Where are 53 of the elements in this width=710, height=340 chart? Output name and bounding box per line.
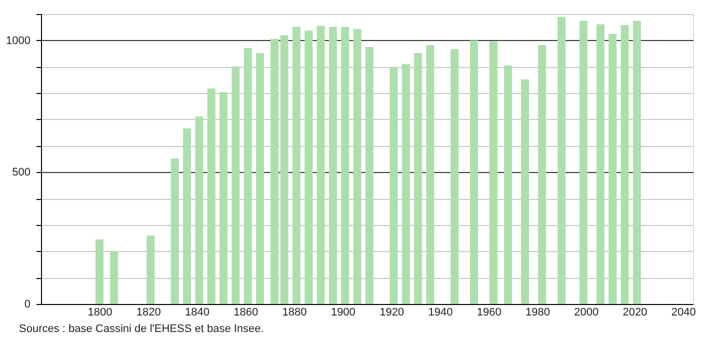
x-tick-label: 1820 (136, 306, 161, 318)
x-tick-label: 1840 (185, 306, 210, 318)
bar (521, 79, 530, 304)
bar (292, 26, 300, 304)
bar (207, 88, 216, 304)
source-note: Sources : base Cassini de l'EHESS et base Insee. (19, 323, 264, 335)
x-tick-label: 1960 (476, 306, 502, 318)
bar (96, 239, 104, 304)
bar (450, 49, 459, 304)
x-tick-label: 1880 (282, 306, 307, 318)
bar (195, 116, 204, 304)
bar (280, 35, 288, 304)
bar (146, 235, 155, 304)
bar (426, 45, 434, 304)
bar (183, 128, 192, 304)
bar (538, 45, 546, 304)
x-tick-label: 1980 (525, 306, 550, 318)
y-tick-label: 0 (24, 298, 30, 310)
bar (353, 29, 362, 304)
bar (220, 92, 228, 304)
bar (608, 34, 617, 304)
x-tick-label: 1920 (380, 306, 404, 318)
bar (558, 16, 566, 304)
bar (328, 26, 337, 304)
bar (270, 38, 279, 304)
bar (596, 24, 604, 304)
y-tick-label: 500 (12, 166, 30, 179)
bar (316, 26, 325, 304)
bar (632, 20, 641, 304)
x-tick-label: 2040 (671, 306, 696, 318)
bar (232, 66, 240, 304)
bar (170, 158, 179, 304)
x-tick-label: 1860 (234, 306, 258, 318)
bar (256, 53, 264, 304)
bar (244, 48, 252, 304)
x-tick-label: 1900 (330, 306, 356, 318)
bar (470, 40, 478, 304)
x-tick-label: 1940 (428, 306, 453, 318)
x-tick-label: 1800 (88, 306, 112, 318)
x-tick-label: 2000 (574, 306, 599, 318)
bar (304, 30, 313, 304)
y-tick-label: 1000 (6, 34, 30, 47)
bar (489, 41, 498, 304)
bar (402, 64, 410, 304)
bar (504, 65, 512, 304)
bar (414, 53, 422, 304)
bar (579, 20, 588, 304)
bar (341, 26, 350, 304)
x-tick-label: 2020 (622, 306, 648, 318)
bar (390, 68, 398, 304)
bar (620, 25, 629, 304)
bar (365, 46, 374, 304)
bar (110, 251, 118, 304)
